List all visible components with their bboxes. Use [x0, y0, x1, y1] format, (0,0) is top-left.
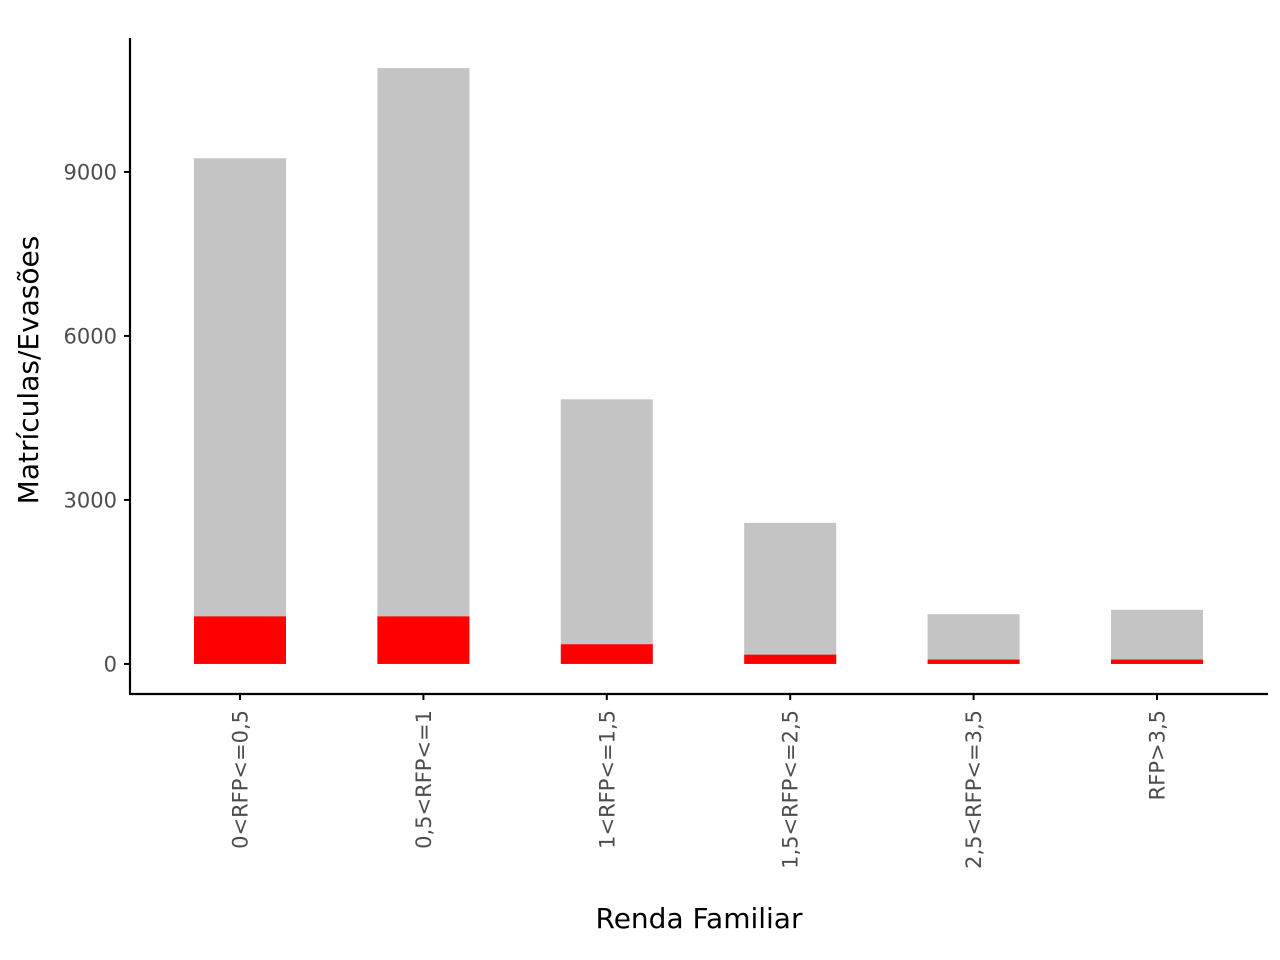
- bar-series-0-5: [1111, 609, 1203, 664]
- y-tick-label: 0: [104, 652, 117, 676]
- bar-series-1-2: [560, 644, 653, 664]
- y-ticks: 0 3000 6000 9000: [64, 160, 130, 676]
- bar-series-0-3: [744, 522, 837, 664]
- y-tick-label: 9000: [64, 160, 117, 184]
- axes-layer: [128, 38, 1268, 696]
- bar-series-1-4: [927, 659, 1020, 664]
- bar-series-0-2: [560, 399, 653, 664]
- bar-series-0-0: [194, 158, 286, 664]
- x-tick-label: 1<RFP<=1,5: [595, 710, 619, 849]
- x-axis-title: Renda Familiar: [596, 902, 803, 935]
- bar-series-1-3: [744, 654, 837, 664]
- x-tick-label: 1,5<RFP<=2,5: [779, 710, 803, 869]
- x-tick-label: 2,5<RFP<=3,5: [962, 710, 986, 869]
- bar-series-1-0: [194, 616, 286, 664]
- y-axis-title: Matrículas/Evasões: [12, 236, 45, 505]
- bar-series-1-5: [1111, 659, 1203, 664]
- bar-series-0-4: [927, 614, 1020, 664]
- bars-layer: [194, 68, 1203, 664]
- x-tick-label: 0<RFP<=0,5: [229, 710, 253, 849]
- x-tick-label: RFP>3,5: [1146, 710, 1170, 800]
- bar-series-0-1: [377, 68, 470, 664]
- y-tick-label: 3000: [64, 488, 117, 512]
- bar-series-1-1: [377, 616, 470, 664]
- x-tick-label: 0,5<RFP<=1: [412, 710, 436, 849]
- x-ticks: 0<RFP<=0,5 0,5<RFP<=1 1<RFP<=1,5 1,5<RFP<=2…: [229, 694, 1170, 869]
- y-tick-label: 6000: [64, 324, 117, 348]
